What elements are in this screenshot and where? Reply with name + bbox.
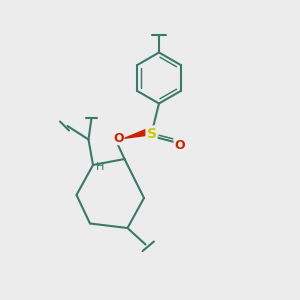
Text: O: O bbox=[174, 139, 185, 152]
Text: H: H bbox=[95, 161, 104, 172]
Text: O: O bbox=[113, 132, 124, 145]
Text: S: S bbox=[146, 127, 157, 140]
Polygon shape bbox=[124, 129, 148, 138]
